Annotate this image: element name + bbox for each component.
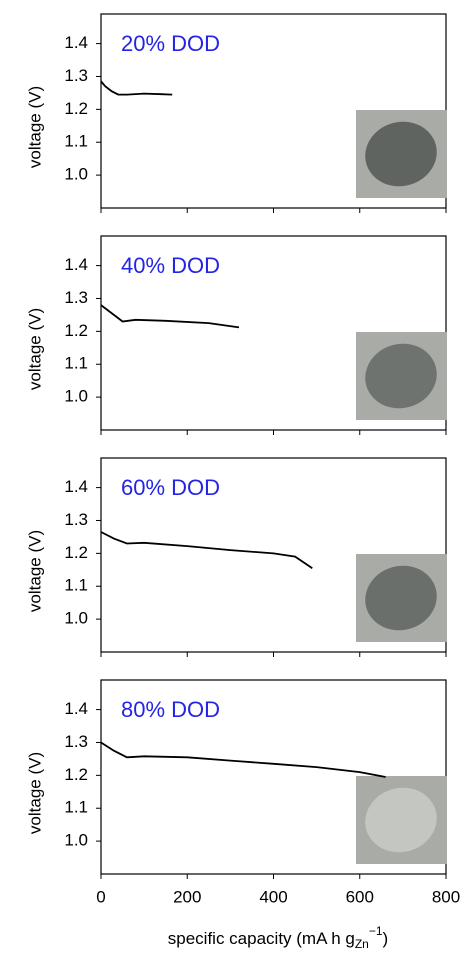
y-tick-label: 1.3 <box>64 288 88 307</box>
photo-disc <box>365 565 437 631</box>
y-tick-label: 1.1 <box>64 576 88 595</box>
y-tick-label: 1.4 <box>64 255 88 274</box>
y-tick-label: 1.2 <box>64 543 88 562</box>
photo-disc <box>365 787 437 853</box>
x-tick-label: 0 <box>96 887 105 906</box>
y-tick-label: 1.4 <box>64 33 88 52</box>
photo-disc <box>365 343 437 409</box>
voltage-line <box>100 741 386 778</box>
y-tick-label: 1.1 <box>64 132 88 151</box>
y-tick-label: 1.1 <box>64 354 88 373</box>
y-tick-label: 1.2 <box>64 765 88 784</box>
y-axis-label: voltage (V) <box>25 530 44 612</box>
x-label-sup: −1 <box>369 924 383 938</box>
y-tick-label: 1.2 <box>64 99 88 118</box>
y-tick-label: 1.0 <box>64 609 88 628</box>
y-tick-label: 1.3 <box>64 732 88 751</box>
photo-disc <box>365 121 437 187</box>
y-tick-label: 1.4 <box>64 477 88 496</box>
panel-title: 60% DOD <box>121 475 220 500</box>
y-axis-label: voltage (V) <box>25 308 44 390</box>
x-tick-label: 400 <box>259 887 287 906</box>
x-tick-label: 200 <box>173 887 201 906</box>
y-tick-label: 1.0 <box>64 165 88 184</box>
panel-title: 20% DOD <box>121 31 220 56</box>
voltage-line <box>100 531 313 569</box>
y-axis-label: voltage (V) <box>25 752 44 834</box>
y-tick-label: 1.0 <box>64 387 88 406</box>
panel-title: 40% DOD <box>121 253 220 278</box>
y-tick-label: 1.3 <box>64 66 88 85</box>
x-tick-label: 800 <box>432 887 460 906</box>
x-axis-label: specific capacity (mA h gZn−1) <box>168 924 388 951</box>
x-label-end: ) <box>383 929 389 948</box>
x-label-sub: Zn <box>355 937 369 951</box>
x-label-text: specific capacity (mA h g <box>168 929 355 948</box>
y-tick-label: 1.1 <box>64 798 88 817</box>
y-axis-label: voltage (V) <box>25 86 44 168</box>
x-tick-label: 600 <box>346 887 374 906</box>
voltage-line <box>100 80 173 96</box>
y-tick-label: 1.3 <box>64 510 88 529</box>
y-tick-label: 1.0 <box>64 831 88 850</box>
y-tick-label: 1.4 <box>64 699 88 718</box>
panel-title: 80% DOD <box>121 697 220 722</box>
voltage-line <box>100 304 240 329</box>
y-tick-label: 1.2 <box>64 321 88 340</box>
